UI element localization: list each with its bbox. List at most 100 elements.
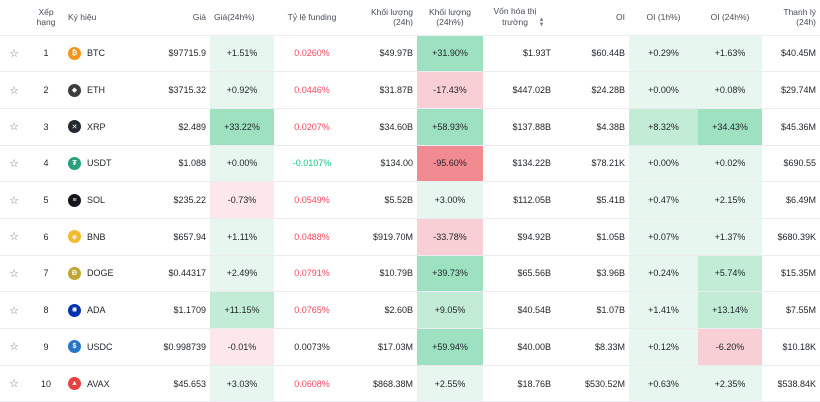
favorite-star-icon[interactable]: ☆ — [0, 365, 28, 402]
favorite-star-icon[interactable]: ☆ — [0, 108, 28, 146]
volume-24h-pct-cell: +39.73% — [417, 255, 483, 293]
symbol-cell[interactable]: ≡ SOL — [64, 181, 130, 219]
symbol-cell[interactable]: ✺ ADA — [64, 291, 130, 329]
table-header-row: Xếp hạng Ký hiệu Giá Giá(24h%) Tỷ lệ fun… — [0, 0, 820, 36]
price-24h-cell: +2.49% — [210, 255, 274, 293]
oi-1h-cell: +1.41% — [629, 291, 698, 329]
favorite-star-icon[interactable]: ☆ — [0, 35, 28, 73]
table-row[interactable]: ☆ 2 ◆ ETH $3715.32 +0.92% 0.0446% $31.87B -17.43… — [0, 71, 820, 109]
market-cap-cell: $40.00B — [483, 328, 555, 366]
oi-24h-column-header[interactable]: OI (24h%) — [698, 0, 762, 36]
oi-column-header[interactable]: OI — [555, 0, 629, 36]
dogecoin-icon: Ð — [68, 266, 81, 280]
price-column-header[interactable]: Giá — [130, 0, 210, 36]
liquidation-24h-cell: $6.49M — [762, 181, 820, 219]
oi-1h-cell: +0.12% — [629, 328, 698, 366]
table-row[interactable]: ☆ 3 ✕ XRP $2.489 +33.22% 0.0207% $34.60B +58.93%… — [0, 108, 820, 146]
favorite-star-icon[interactable]: ☆ — [0, 181, 28, 219]
rank-column-header[interactable]: Xếp hạng — [28, 0, 64, 36]
market-cap-cell: $94.92B — [483, 218, 555, 256]
market-cap-column-header[interactable]: Vốn hóa thị trường ▲ ▼ — [483, 0, 555, 36]
funding-rate-column-header[interactable]: Tỷ lệ funding — [274, 0, 350, 36]
liquidation-24h-cell: $7.55M — [762, 291, 820, 329]
table-row[interactable]: ☆ 9 $ USDC $0.998739 -0.01% 0.0073% $17.03M +59.… — [0, 328, 820, 366]
price-24h-cell: +0.00% — [210, 145, 274, 183]
price-cell: $657.94 — [130, 218, 210, 256]
table-row[interactable]: ☆ 4 ₮ USDT $1.088 +0.00% -0.0107% $134.00 -95.60… — [0, 145, 820, 183]
rank-cell: 10 — [28, 365, 64, 402]
funding-rate-cell: 0.0260% — [274, 35, 350, 73]
symbol-cell[interactable]: $ USDC — [64, 328, 130, 366]
favorite-star-icon[interactable]: ☆ — [0, 145, 28, 183]
market-cap-cell: $18.76B — [483, 365, 555, 402]
funding-rate-cell: 0.0488% — [274, 218, 350, 256]
table-row[interactable]: ☆ 1 ₿ BTC $97715.9 +1.51% 0.0260% $49.97B +31.90… — [0, 35, 820, 73]
funding-rate-cell: 0.0207% — [274, 108, 350, 146]
oi-24h-cell: +0.02% — [698, 145, 762, 183]
volume-24h-pct-column-header[interactable]: Khối lượng (24h%) — [417, 0, 483, 36]
symbol-cell[interactable]: ✕ XRP — [64, 108, 130, 146]
oi-1h-cell: +0.29% — [629, 35, 698, 73]
volume-24h-cell: $34.60B — [350, 108, 417, 146]
oi-cell: $5.41B — [555, 181, 629, 219]
oi-cell: $530.52M — [555, 365, 629, 402]
favorite-star-icon[interactable]: ☆ — [0, 291, 28, 329]
rank-cell: 5 — [28, 181, 64, 219]
funding-rate-cell: -0.0107% — [274, 145, 350, 183]
coin-symbol: ETH — [87, 85, 105, 96]
liquidation-24h-cell: $40.45M — [762, 35, 820, 73]
symbol-cell[interactable]: ₮ USDT — [64, 145, 130, 183]
volume-24h-cell: $919.70M — [350, 218, 417, 256]
symbol-column-header[interactable]: Ký hiệu — [64, 0, 130, 36]
coin-symbol: USDC — [87, 341, 113, 352]
favorite-star-icon[interactable]: ☆ — [0, 328, 28, 366]
price-24h-cell: +1.11% — [210, 218, 274, 256]
rank-cell: 6 — [28, 218, 64, 256]
market-cap-cell: $137.88B — [483, 108, 555, 146]
usdc-icon: $ — [68, 340, 81, 354]
funding-rate-cell: 0.0549% — [274, 181, 350, 219]
volume-24h-pct-cell: +59.94% — [417, 328, 483, 366]
coin-label: ◆ ETH — [68, 83, 126, 97]
coin-label: ▲ AVAX — [68, 377, 126, 391]
funding-rate-cell: 0.0791% — [274, 255, 350, 293]
coin-label: ◈ BNB — [68, 230, 126, 244]
symbol-cell[interactable]: ₿ BTC — [64, 35, 130, 73]
funding-rate-cell: 0.0446% — [274, 71, 350, 109]
price-24h-cell: -0.01% — [210, 328, 274, 366]
market-cap-cell: $447.02B — [483, 71, 555, 109]
favorite-star-icon[interactable]: ☆ — [0, 255, 28, 293]
table-row[interactable]: ☆ 10 ▲ AVAX $45.653 +3.03% 0.0608% $868.38M +2.5… — [0, 365, 820, 402]
oi-1h-cell: +8.32% — [629, 108, 698, 146]
rank-cell: 8 — [28, 291, 64, 329]
liquidation-24h-column-header[interactable]: Thanh lý (24h) — [762, 0, 820, 36]
oi-cell: $24.28B — [555, 71, 629, 109]
table-row[interactable]: ☆ 5 ≡ SOL $235.22 -0.73% 0.0549% $5.52B +3.00% $1… — [0, 181, 820, 219]
price-24h-cell: +0.92% — [210, 71, 274, 109]
oi-cell: $1.07B — [555, 291, 629, 329]
oi-1h-column-header[interactable]: OI (1h%) — [629, 0, 698, 36]
table-row[interactable]: ☆ 7 Ð DOGE $0.44317 +2.49% 0.0791% $10.79B +39.7… — [0, 255, 820, 293]
favorite-star-icon[interactable]: ☆ — [0, 218, 28, 256]
bnb-icon: ◈ — [68, 230, 81, 244]
oi-cell: $4.38B — [555, 108, 629, 146]
oi-1h-cell: +0.07% — [629, 218, 698, 256]
coin-symbol: ADA — [87, 305, 106, 316]
symbol-cell[interactable]: Ð DOGE — [64, 255, 130, 293]
volume-24h-column-header[interactable]: Khối lượng (24h) — [350, 0, 417, 36]
table-row[interactable]: ☆ 8 ✺ ADA $1.1709 +11.15% 0.0765% $2.60B +9.05% $… — [0, 291, 820, 329]
coin-label: ✕ XRP — [68, 120, 126, 134]
oi-24h-cell: +2.15% — [698, 181, 762, 219]
oi-cell: $60.44B — [555, 35, 629, 73]
price-24h-column-header[interactable]: Giá(24h%) — [210, 0, 274, 36]
symbol-cell[interactable]: ◈ BNB — [64, 218, 130, 256]
coin-symbol: XRP — [87, 121, 106, 132]
symbol-cell[interactable]: ▲ AVAX — [64, 365, 130, 402]
oi-24h-cell: +2.35% — [698, 365, 762, 402]
cardano-icon: ✺ — [68, 303, 81, 317]
favorite-star-icon[interactable]: ☆ — [0, 71, 28, 109]
table-row[interactable]: ☆ 6 ◈ BNB $657.94 +1.11% 0.0488% $919.70M -33.78… — [0, 218, 820, 256]
symbol-cell[interactable]: ◆ ETH — [64, 71, 130, 109]
volume-24h-cell: $10.79B — [350, 255, 417, 293]
